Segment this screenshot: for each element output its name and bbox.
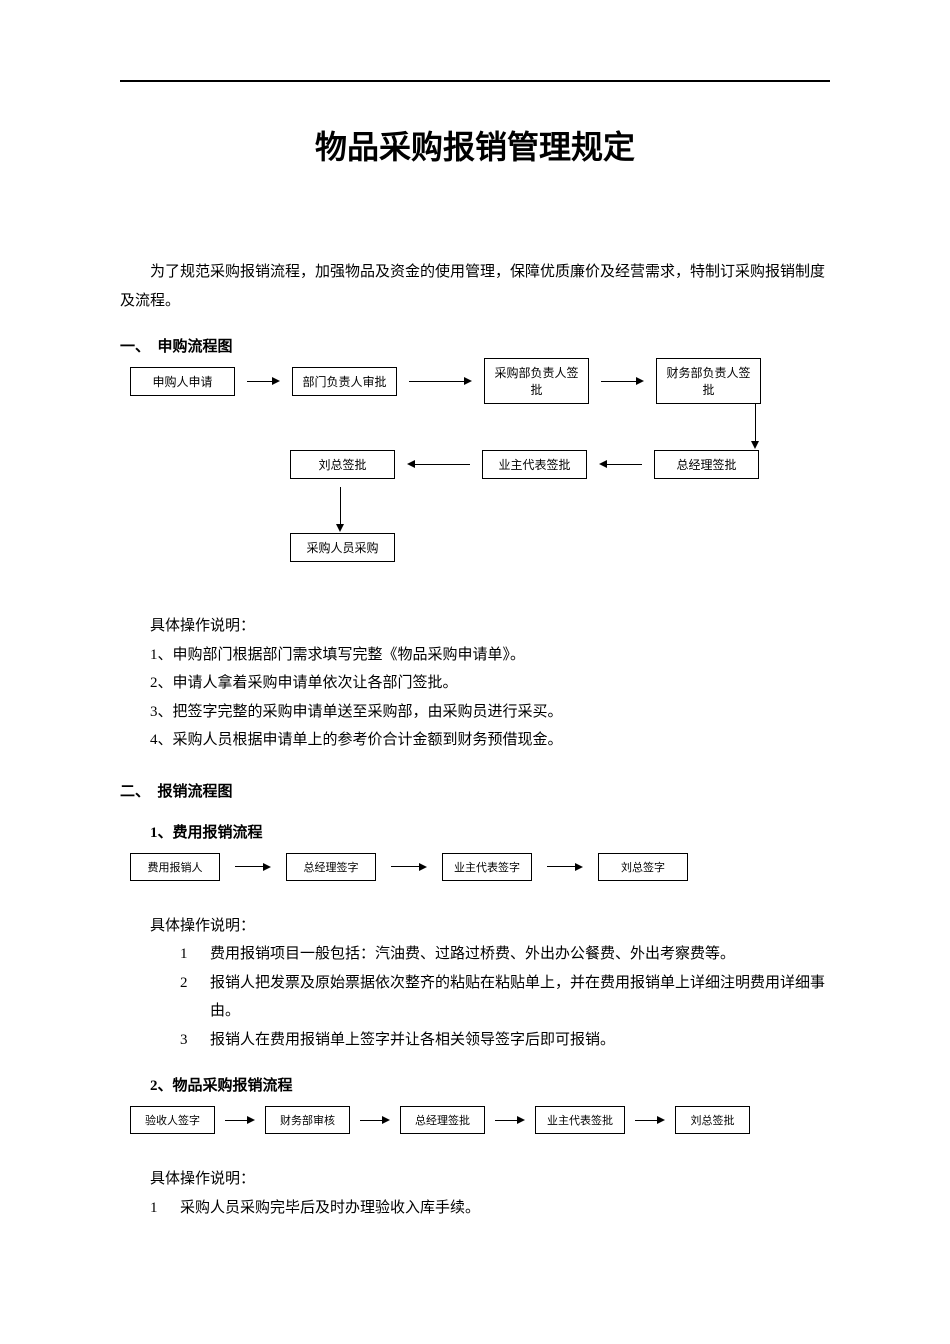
arrow-right-icon: [635, 1116, 665, 1124]
sub2-heading: 2、物品采购报销流程: [150, 1074, 830, 1095]
list-text: 费用报销项目一般包括：汽油费、过路过桥费、外出办公餐费、外出考察费等。: [210, 940, 830, 969]
flow-node: 刘总签字: [598, 853, 688, 881]
sub2-desc-heading-wrap: 具体操作说明：: [120, 1165, 830, 1194]
arrow-right-icon: [409, 377, 472, 385]
flow-node: 财务部负责人签批: [656, 358, 761, 404]
arrow-left-icon: [407, 460, 470, 468]
desc-heading: 具体操作说明：: [150, 612, 830, 641]
list-text: 报销人把发票及原始票据依次整齐的粘贴在粘贴单上，并在费用报销单上详细注明费用详细…: [210, 969, 830, 1026]
list-text: 报销人在费用报销单上签字并让各相关领导签字后即可报销。: [210, 1026, 830, 1055]
section1-desc: 具体操作说明： 1、申购部门根据部门需求填写完整《物品采购申请单》。 2、申请人…: [150, 612, 830, 755]
arrow-left-icon: [599, 460, 642, 468]
desc-heading: 具体操作说明：: [150, 912, 830, 941]
intro-paragraph: 为了规范采购报销流程，加强物品及资金的使用管理，保障优质廉价及经营需求，特制订采…: [120, 258, 830, 315]
section2-heading: 二、 报销流程图: [120, 780, 830, 801]
flow-node: 验收人签字: [130, 1106, 215, 1134]
top-rule: [120, 80, 830, 82]
arrow-right-icon: [495, 1116, 525, 1124]
flow-node: 业主代表签批: [482, 450, 587, 479]
flow-node: 部门负责人审批: [292, 367, 397, 396]
desc-heading: 具体操作说明：: [150, 1165, 830, 1194]
arrow-right-icon: [225, 1116, 255, 1124]
flow-node: 采购部负责人签批: [484, 358, 589, 404]
arrow-right-icon: [360, 1116, 390, 1124]
flow-node: 业主代表签批: [535, 1106, 625, 1134]
list-num: 1: [150, 1194, 180, 1223]
arrow-right-icon: [235, 863, 271, 871]
sub1-desc-heading-wrap: 具体操作说明：: [120, 912, 830, 941]
doc-title: 物品采购报销管理规定: [120, 122, 830, 168]
goods-reimburse-flowchart: 验收人签字 财务部审核 总经理签批 业主代表签批 刘总签批: [130, 1105, 830, 1135]
purchase-flowchart: 申购人申请 部门负责人审批 采购部负责人签批 财务部负责人签批 刘总签批: [120, 366, 830, 562]
section1-heading: 一、 申购流程图: [120, 335, 830, 356]
sub1-desc-list: 1费用报销项目一般包括：汽油费、过路过桥费、外出办公餐费、外出考察费等。 2报销…: [180, 940, 830, 1054]
arrow-right-icon: [601, 377, 644, 385]
arrow-right-icon: [247, 377, 280, 385]
desc-line: 3、把签字完整的采购申请单送至采购部，由采购员进行采买。: [150, 698, 830, 727]
flow-node: 刘总签批: [290, 450, 395, 479]
flow-node: 刘总签批: [675, 1106, 750, 1134]
desc-line: 1、申购部门根据部门需求填写完整《物品采购申请单》。: [150, 641, 830, 670]
document-page: 物品采购报销管理规定 为了规范采购报销流程，加强物品及资金的使用管理，保障优质廉…: [0, 0, 950, 1282]
sub1-heading: 1、费用报销流程: [150, 821, 830, 842]
arrow-right-icon: [391, 863, 427, 871]
desc-line: 2、申请人拿着采购申请单依次让各部门签批。: [150, 669, 830, 698]
list-num: 1: [180, 940, 210, 969]
list-num: 3: [180, 1026, 210, 1055]
flow-node: 费用报销人: [130, 853, 220, 881]
flow-node: 总经理签字: [286, 853, 376, 881]
sub2-desc-list: 1采购人员采购完毕后及时办理验收入库手续。: [150, 1194, 830, 1223]
desc-line: 4、采购人员根据申请单上的参考价合计金额到财务预借现金。: [150, 726, 830, 755]
flow-node: 业主代表签字: [442, 853, 532, 881]
list-num: 2: [180, 969, 210, 1026]
expense-flowchart: 费用报销人 总经理签字 业主代表签字 刘总签字: [130, 852, 830, 882]
flow-node: 申购人申请: [130, 367, 235, 396]
flow-node: 总经理签批: [654, 450, 759, 479]
arrow-right-icon: [547, 863, 583, 871]
flow-node: 财务部审核: [265, 1106, 350, 1134]
flow-node: 总经理签批: [400, 1106, 485, 1134]
flow-node: 采购人员采购: [290, 533, 395, 562]
list-text: 采购人员采购完毕后及时办理验收入库手续。: [180, 1194, 480, 1223]
